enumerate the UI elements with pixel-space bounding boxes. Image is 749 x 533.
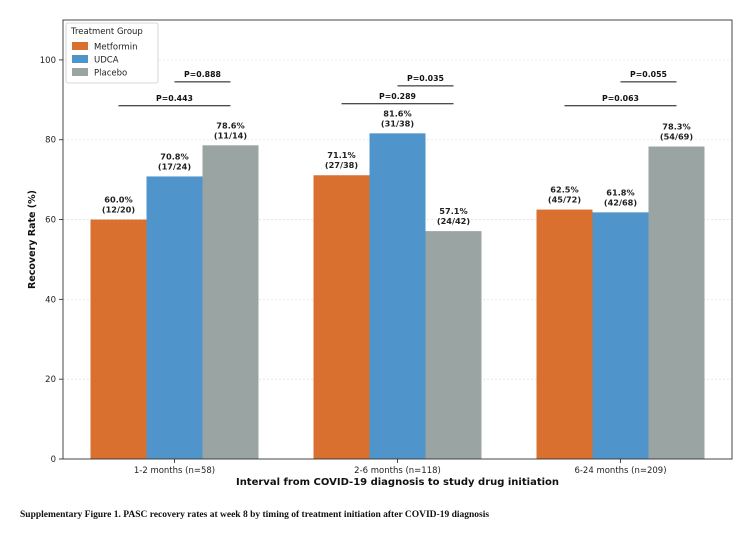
legend-box [65,22,159,84]
p-value-label: P=0.063 [602,94,639,103]
bar-placebo [425,231,482,459]
legend-swatch-metformin [72,42,88,50]
legend-title: Treatment Group [70,27,143,37]
x-axis-title: Interval from COVID-19 diagnosis to stud… [236,477,559,488]
data-label-count: (27/38) [325,160,359,170]
bar-placebo [202,145,259,459]
x-tick-label: 1-2 months (n=58) [134,466,215,476]
data-label-count: (24/42) [437,216,471,226]
y-tick-label: 20 [45,375,56,385]
bar-metformin [536,209,593,459]
bar-placebo [648,146,705,459]
p-value-label: P=0.443 [156,94,193,103]
data-label-value: 78.6% [216,120,244,130]
bar-udca [146,176,203,459]
x-tick-label: 2-6 months (n=118) [354,466,441,476]
bar-metformin [313,175,370,459]
data-label-value: 62.5% [550,185,578,195]
recovery-rate-chart: 60.0%(12/20) 71.1%(27/38) 62.5%(45/72) 70.8… [27,19,733,488]
bar-udca [592,212,649,459]
data-label-value: 70.8% [160,151,188,161]
data-label-value: 71.1% [327,150,355,160]
data-label-value: 81.6% [383,108,411,118]
data-label-count: (54/69) [660,132,694,142]
bar-metformin [90,219,147,459]
y-tick-label: 60 [45,216,56,226]
data-label-count: (45/72) [548,195,582,205]
data-label-count: (42/68) [604,197,638,207]
data-label-count: (12/20) [102,205,136,215]
bar-udca [369,133,426,460]
data-label-value: 57.1% [439,206,467,216]
data-label-count: (31/38) [381,118,415,128]
data-label-value: 60.0% [104,195,132,205]
y-tick-label: 80 [45,136,56,146]
p-value-label: P=0.289 [379,92,416,101]
y-tick-label: 0 [51,455,56,465]
data-label-count: (11/14) [214,130,248,140]
legend-label-metformin: Metformin [94,43,137,53]
figure-caption: Supplementary Figure 1. PASC recovery ra… [20,510,490,520]
x-tick-label: 6-24 months (n=209) [574,466,666,476]
p-value-label: P=0.888 [184,70,221,79]
y-tick-label: 100 [40,56,56,66]
data-label-value: 78.3% [662,122,690,132]
legend-swatch-placebo [72,68,88,76]
legend-label-udca: UDCA [94,56,119,66]
p-value-label: P=0.035 [407,74,444,83]
p-value-label: P=0.055 [630,70,667,79]
legend-swatch-udca [72,55,88,63]
y-tick-label: 40 [45,295,56,305]
data-label-count: (17/24) [158,161,192,171]
legend-label-placebo: Placebo [94,69,127,79]
data-label-value: 61.8% [606,187,634,197]
y-axis-title: Recovery Rate (%) [27,190,38,289]
